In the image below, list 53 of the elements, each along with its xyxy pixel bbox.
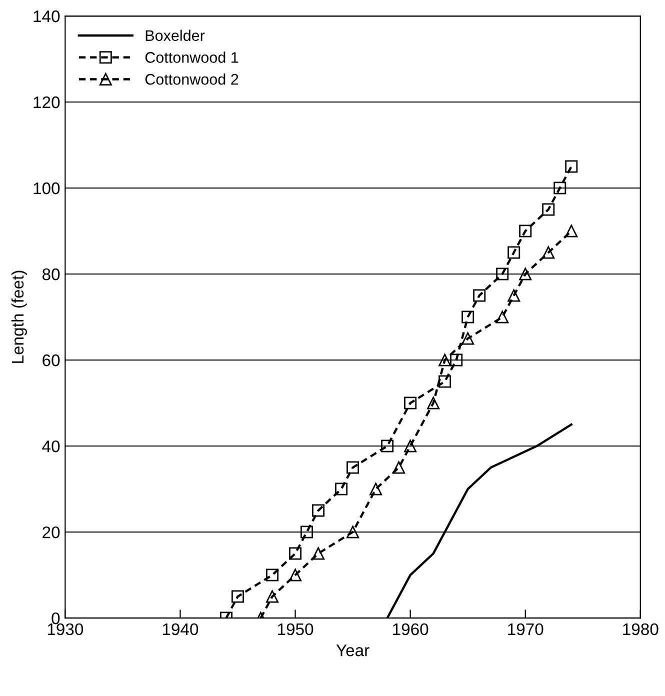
point <box>346 461 360 474</box>
y-tick-label: 140 <box>34 10 60 22</box>
point <box>554 182 566 194</box>
point <box>404 440 417 452</box>
point <box>370 482 382 496</box>
point <box>519 268 532 280</box>
y-tick-label: 20 <box>42 526 60 538</box>
point <box>519 224 532 238</box>
point <box>312 504 325 517</box>
x-tick-label: 1980 <box>623 623 658 636</box>
point <box>335 482 348 496</box>
x-tick-label: 1960 <box>393 623 428 636</box>
y-tick-label: 80 <box>42 268 60 280</box>
y-tick-label: 100 <box>34 182 60 194</box>
point <box>508 289 520 302</box>
point <box>438 354 452 366</box>
point <box>542 203 555 216</box>
point <box>496 268 509 280</box>
legend-label: Boxelder <box>146 30 205 41</box>
point <box>346 526 360 538</box>
point <box>473 289 486 302</box>
point <box>266 568 278 582</box>
point <box>392 461 406 474</box>
y-tick-label: 120 <box>34 96 60 108</box>
legend-label: Cottonwood 2 <box>145 74 238 85</box>
point <box>289 568 302 582</box>
x-tick-label: 1970 <box>508 623 544 636</box>
point <box>438 375 452 388</box>
point <box>565 224 578 238</box>
point <box>542 246 555 259</box>
point <box>427 396 440 410</box>
point <box>300 526 314 538</box>
point <box>404 396 417 410</box>
x-axis-title: Year <box>336 644 370 656</box>
point <box>508 246 520 259</box>
y-tick-label: 60 <box>42 354 60 366</box>
point <box>231 590 244 603</box>
x-tick-label: 1940 <box>162 623 198 636</box>
x-tick-label: 1930 <box>48 623 84 636</box>
point <box>565 160 578 173</box>
point <box>462 310 474 324</box>
point <box>450 354 463 366</box>
y-axis-title: Length (feet) <box>11 270 27 363</box>
point <box>266 590 278 603</box>
y-tick-label: 0 <box>52 612 60 624</box>
x-tick-label: 1950 <box>278 623 314 636</box>
point <box>462 332 474 345</box>
point <box>289 547 302 560</box>
point <box>496 310 509 324</box>
y-tick-label: 40 <box>42 440 60 452</box>
legend-label: Cottonwood 1 <box>145 52 238 63</box>
point <box>312 547 325 560</box>
point <box>381 440 394 452</box>
